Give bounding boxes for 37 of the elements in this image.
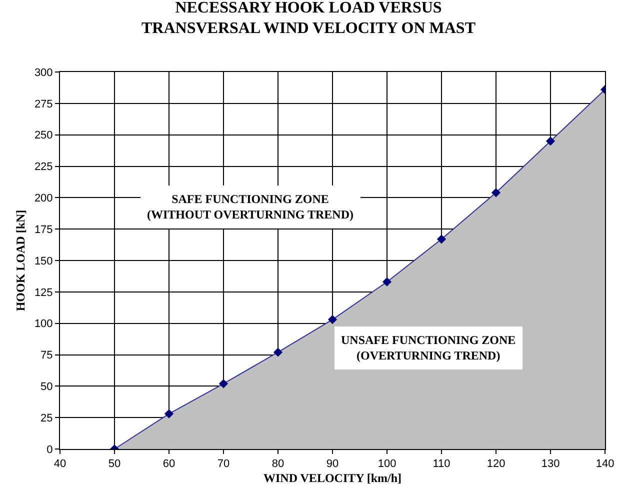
point xyxy=(436,234,446,244)
point xyxy=(382,277,392,286)
x-tick-label: 140 xyxy=(596,458,614,470)
y-axis-title: HOOK LOAD [kN] xyxy=(14,210,28,312)
y-tick-label: 100 xyxy=(34,318,53,330)
y-tick-label: 175 xyxy=(34,224,53,236)
x-tick-label: 90 xyxy=(326,458,339,470)
y-tick-label: 125 xyxy=(34,286,53,299)
x-tick-label: 100 xyxy=(378,458,396,470)
y-tick-label: 50 xyxy=(40,381,53,394)
y-tick-label: 150 xyxy=(34,255,53,268)
annotation: SAFE FUNCTIONING ZONE (WITHOUT OVERTURNING TREND) xyxy=(147,192,354,222)
y-tick-label: 0 xyxy=(46,444,53,456)
point xyxy=(546,136,556,146)
x-tick-label: 130 xyxy=(541,458,560,470)
y-tick-label: 200 xyxy=(34,192,53,205)
x-tick-label: 40 xyxy=(54,458,66,470)
chart-title: NECESSARY HOOK LOAD VERSUS TRANSVERSAL WIND VELOCITY ON MAST xyxy=(142,0,476,38)
x-tick-label: 80 xyxy=(272,458,284,470)
point xyxy=(273,348,283,357)
y-tick-label: 250 xyxy=(34,130,53,142)
y-tick-label: 75 xyxy=(40,350,53,362)
point xyxy=(328,315,338,324)
y-tick-label: 300 xyxy=(34,66,53,79)
annotation: UNSAFE FUNCTIONING ZONE (OVERTURNING TREND) xyxy=(341,333,516,363)
x-tick-label: 50 xyxy=(108,458,121,470)
point xyxy=(491,188,501,198)
x-tick-label: 120 xyxy=(486,458,506,470)
y-tick-label: 25 xyxy=(40,412,53,424)
x-tick-label: 60 xyxy=(162,458,176,470)
x-tick-label: 70 xyxy=(217,458,230,470)
y-tick-label: 225 xyxy=(34,161,53,174)
x-tick-label: 110 xyxy=(432,458,450,470)
y-tick-label: 275 xyxy=(34,98,53,110)
point xyxy=(164,409,174,418)
point xyxy=(218,379,228,388)
x-axis-title: WIND VELOCITY [km/h] xyxy=(263,471,402,486)
